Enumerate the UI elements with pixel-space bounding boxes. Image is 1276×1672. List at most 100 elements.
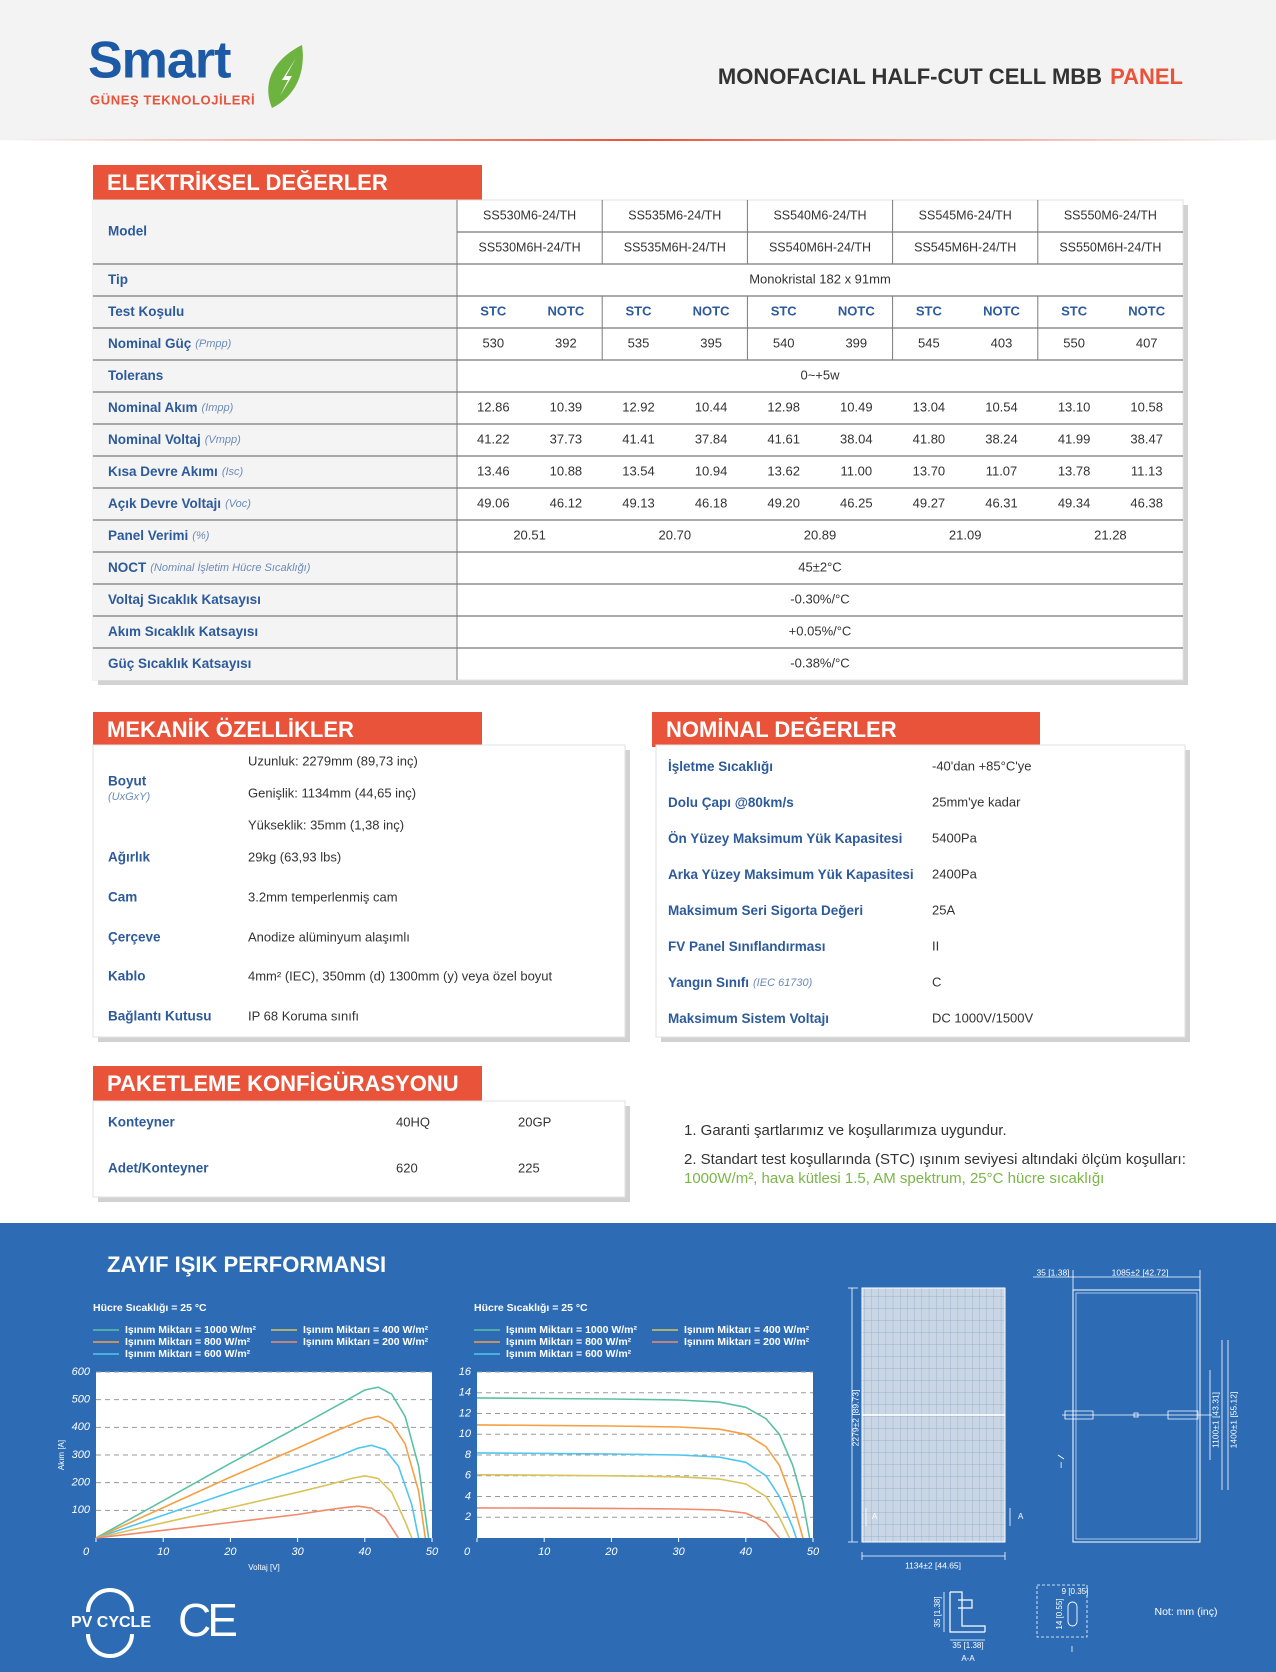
model-name: SS545M6H-24/TH (914, 240, 1016, 254)
dimension-label: 1134±2 [44.65] (905, 1560, 961, 1570)
cell-value: STC (626, 303, 653, 318)
section-label: A-A (961, 1654, 975, 1663)
cell-value: 10.94 (695, 463, 728, 478)
legend-label: Işınım Miktarı = 200 W/m² (684, 1336, 810, 1348)
label-text: Maksimum Seri Sigorta Değeri (668, 903, 863, 918)
row-label: Tolerans (108, 368, 163, 383)
label-text: Tolerans (108, 368, 163, 383)
label-text: Panel Verimi (108, 528, 188, 543)
y-tick-label: 10 (459, 1428, 472, 1440)
x-tick-label: 50 (426, 1546, 439, 1558)
cell-value: 535 (628, 335, 650, 350)
cell-value: 20GP (518, 1114, 551, 1129)
row-label: Kısa Devre Akımı (Isc) (108, 464, 244, 479)
cell-value: 38.24 (985, 431, 1018, 446)
y-tick-label: 16 (459, 1366, 472, 1378)
y-tick-label: 100 (72, 1504, 91, 1516)
series-line (476, 1452, 797, 1539)
dimension-lines (848, 1270, 1229, 1560)
row-label: Voltaj Sıcaklık Katsayısı (108, 592, 261, 607)
label-text: Test Koşulu (108, 304, 184, 319)
cell-value: 21.28 (1094, 527, 1127, 542)
row-label: Arka Yüzey Maksimum Yük Kapasitesi (668, 867, 914, 882)
cell-value: 49.13 (622, 495, 655, 510)
legend-label: Işınım Miktarı = 600 W/m² (125, 1348, 251, 1360)
cell-value: -0.38%/°C (790, 655, 849, 670)
series-line (476, 1397, 811, 1539)
note-highlight: 1000W/m², hava kütlesi 1.5, AM spektrum,… (684, 1170, 1104, 1187)
row-label: Cam (108, 890, 137, 905)
row-label: Nominal Güç (Pmpp) (108, 336, 232, 351)
section-title: PAKETLEME KONFİGÜRASYONU (107, 1071, 459, 1096)
model-name: SS540M6-24/TH (773, 208, 866, 222)
cell-value: 540 (773, 335, 795, 350)
model-name: SS530M6H-24/TH (479, 240, 581, 254)
header-title: MONOFACIAL HALF-CUT CELL MBB PANEL (718, 64, 1183, 89)
cell-value: 49.20 (767, 495, 800, 510)
logo-bolt (280, 58, 296, 96)
chart-subtitle: Hücre Sıcaklığı = 25 °C (93, 1302, 207, 1314)
y-tick-label: 600 (72, 1366, 91, 1378)
cell-value: NOTC (693, 303, 730, 318)
x-tick-label: 40 (740, 1546, 753, 1558)
dimension-label: 2279±2 [89.73] (850, 1390, 860, 1447)
cell-value: 37.73 (550, 431, 583, 446)
label-text: Nominal Akım (108, 400, 198, 415)
cell-value: STC (1061, 303, 1088, 318)
section-title: ELEKTRİKSEL DEĞERLER (107, 170, 388, 195)
row-label: Test Koşulu (108, 304, 184, 319)
x-tick-label: 10 (538, 1546, 551, 1558)
legend-label: Işınım Miktarı = 1000 W/m² (125, 1324, 257, 1336)
label-note: (Impp) (202, 402, 234, 414)
y-tick-label: 6 (465, 1470, 472, 1482)
section-mark: A (1018, 1512, 1024, 1521)
section-marks (865, 1454, 1065, 1526)
cell-value: 49.27 (913, 495, 946, 510)
row-label: Tip (108, 272, 128, 287)
label-note: (IEC 61730) (753, 977, 813, 989)
model-name: SS540M6H-24/TH (769, 240, 871, 254)
cell-value: 41.61 (767, 431, 800, 446)
cell-value: 12.92 (622, 399, 655, 414)
cell-value: -40'dan +85°C'ye (932, 758, 1031, 773)
cell-value: STC (771, 303, 798, 318)
legend-label: Işınım Miktarı = 800 W/m² (506, 1336, 632, 1348)
cell-value: STC (916, 303, 943, 318)
cell-value: 10.44 (695, 399, 728, 414)
cell-value: 20.89 (804, 527, 837, 542)
x-tick-label: 10 (157, 1546, 170, 1558)
row-label: FV Panel Sınıflandırması (668, 939, 826, 954)
row-label: Model (108, 224, 147, 239)
y-tick-label: 8 (465, 1449, 472, 1461)
series-line (476, 1507, 781, 1539)
recycle-logo: PV CYCLE (71, 1614, 151, 1631)
detail-frame (1036, 1584, 1088, 1638)
row-label: Akım Sıcaklık Katsayısı (108, 624, 258, 639)
x-tick-label: 30 (672, 1546, 685, 1558)
row-label: Yangın Sınıfı (IEC 61730) (668, 975, 813, 990)
detail-mark: I (1060, 1461, 1062, 1470)
model-name: SS550M6H-24/TH (1059, 240, 1161, 254)
y-tick-label: 200 (71, 1477, 91, 1489)
cell-value: 392 (555, 335, 577, 350)
cell-value: 395 (700, 335, 722, 350)
chart-subtitle: Hücre Sıcaklığı = 25 °C (474, 1302, 588, 1314)
x-tick-label: 50 (807, 1546, 820, 1558)
cell-value: 10.39 (550, 399, 583, 414)
label-text: Güç Sıcaklık Katsayısı (108, 656, 251, 671)
cell-value: 46.31 (985, 495, 1018, 510)
x-tick-label: 0 (83, 1546, 90, 1558)
cell-value: 41.99 (1058, 431, 1091, 446)
series-line (476, 1424, 804, 1539)
brand-sub: GÜNEŞ TEKNOLOJİLERİ (90, 92, 255, 107)
cell-value: 13.62 (767, 463, 800, 478)
cell-value: 40HQ (396, 1114, 430, 1129)
cell-value: 10.58 (1130, 399, 1163, 414)
model-name: SS535M6-24/TH (628, 208, 721, 222)
cell-value: 225 (518, 1160, 540, 1175)
cell-value: 41.41 (622, 431, 655, 446)
dimension-label: 35 [1.38] (1036, 1267, 1069, 1277)
cell-value: 41.80 (913, 431, 946, 446)
box (655, 744, 1186, 1038)
model-name: SS535M6H-24/TH (624, 240, 726, 254)
